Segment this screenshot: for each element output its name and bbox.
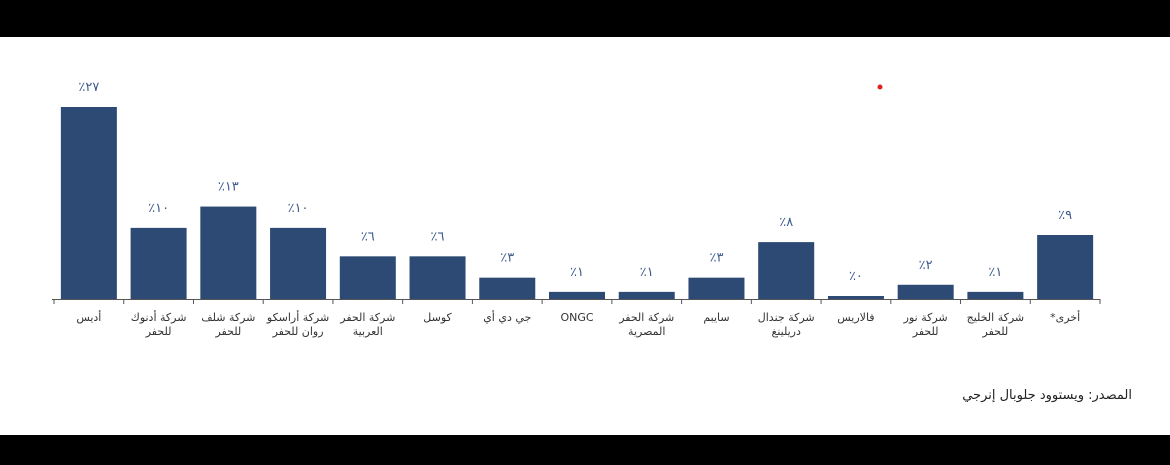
category-label: أديس bbox=[76, 311, 102, 324]
value-label: ٪١٠ bbox=[288, 201, 309, 216]
value-label: ٪١ bbox=[640, 265, 654, 280]
category-label: فالاريس bbox=[837, 311, 875, 324]
category-label: أخرى* bbox=[1050, 311, 1081, 324]
value-label: ٪٦ bbox=[361, 229, 375, 244]
category-label: كوسل bbox=[423, 311, 452, 324]
value-label: ٪٩ bbox=[1058, 208, 1072, 223]
value-label: ٪١ bbox=[570, 265, 584, 280]
category-label: شركة شلف للحفر bbox=[201, 311, 256, 338]
bar bbox=[60, 107, 117, 299]
bar bbox=[409, 256, 466, 299]
category-label: شركة أدنوك للحفر bbox=[130, 311, 187, 338]
category-label: شركة نور للحفر bbox=[903, 311, 948, 338]
bar bbox=[479, 277, 536, 299]
bar bbox=[549, 291, 605, 299]
bar bbox=[1037, 235, 1094, 299]
bar bbox=[758, 242, 815, 299]
category-label: شركة أراسكو روان للحفر bbox=[266, 311, 330, 338]
value-label: ٪٢ bbox=[919, 258, 933, 273]
top-band bbox=[0, 0, 1170, 37]
value-label: ٪١٠ bbox=[148, 201, 169, 216]
value-label: ٪١٣ bbox=[218, 180, 239, 195]
bar bbox=[897, 284, 954, 299]
bar bbox=[270, 227, 327, 299]
bar bbox=[967, 291, 1024, 299]
value-label: ٪٣ bbox=[500, 251, 514, 266]
category-label: شركة الحفر المصرية bbox=[619, 311, 675, 338]
category-label: شركة الخليج للحفر bbox=[966, 311, 1025, 338]
bar bbox=[339, 256, 396, 299]
value-label: ٪٦ bbox=[431, 229, 445, 244]
category-label: شركة جندال دريلينغ bbox=[757, 311, 815, 338]
value-label: ٪٣ bbox=[709, 251, 723, 266]
value-label: ٪٨ bbox=[779, 215, 793, 230]
bottom-band bbox=[0, 435, 1170, 465]
bar bbox=[200, 206, 257, 299]
category-label: جي دي أي bbox=[483, 311, 532, 324]
bar bbox=[688, 277, 745, 299]
dot bbox=[877, 84, 883, 90]
value-label: ٪٢٧ bbox=[78, 80, 99, 95]
category-label: شركة الحفر العربية bbox=[340, 311, 396, 338]
category-label: سايبم bbox=[703, 311, 730, 324]
bar bbox=[827, 296, 884, 299]
value-label: ٪١ bbox=[988, 265, 1002, 280]
bar bbox=[618, 291, 675, 299]
bar bbox=[130, 227, 187, 299]
value-label: ٪٠ bbox=[849, 269, 863, 284]
category-label: ONGC bbox=[560, 311, 594, 324]
source: المصدر: ويستوود جلوبال إنرجي bbox=[962, 388, 1132, 403]
